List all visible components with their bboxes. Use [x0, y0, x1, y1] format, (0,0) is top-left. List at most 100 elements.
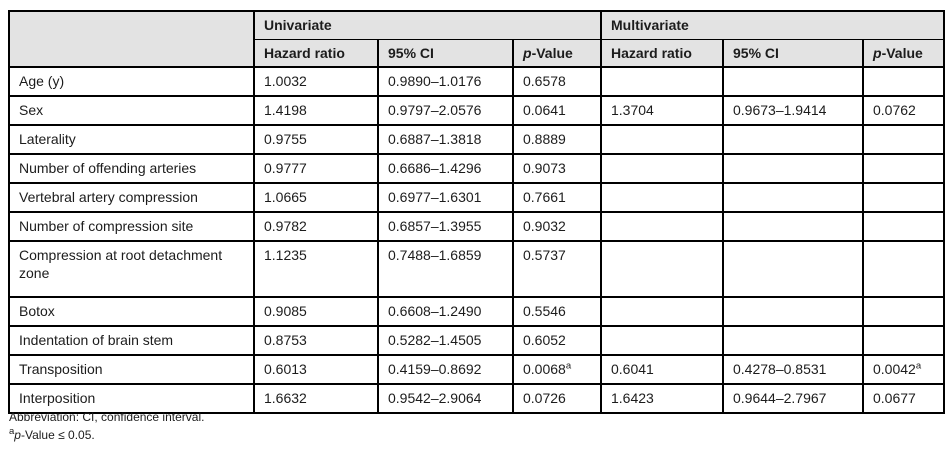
uni-hr-cell: 1.6632 — [253, 383, 379, 414]
table-row-transposition: Transposition 0.6013 0.4159–0.8692 0.006… — [8, 354, 946, 385]
uni-ci-cell: 0.6608–1.2490 — [377, 296, 514, 327]
multi-ci-cell — [722, 325, 864, 356]
group-header-multivariate: Multivariate — [599, 10, 946, 40]
p-value: 0.0762 — [873, 102, 916, 118]
multi-ci-cell — [722, 211, 864, 242]
p-value: 0.6052 — [523, 332, 566, 348]
uni-ci-cell: 0.6686–1.4296 — [377, 153, 514, 184]
uni-ci-cell: 0.9542–2.9064 — [377, 383, 514, 414]
table-footnotes: Abbreviation: CI, confidence interval. a… — [9, 408, 204, 444]
multi-hr-cell: 0.6041 — [600, 354, 724, 385]
p-value: 0.6578 — [523, 73, 566, 89]
uni-hr-cell: 1.0032 — [253, 66, 379, 97]
multi-ci-cell — [722, 153, 864, 184]
uni-ci-cell: 0.4159–0.8692 — [377, 354, 514, 385]
multi-hr-cell — [600, 182, 724, 213]
p-value: 0.9032 — [523, 218, 566, 234]
empty-corner-cell — [8, 10, 255, 68]
group-header-univariate: Univariate — [253, 10, 602, 40]
significance-superscript: a — [915, 360, 922, 372]
table-row-vertebral-artery: Vertebral artery compression 1.0665 0.69… — [8, 182, 946, 213]
col-header-multi-hazard-ratio: Hazard ratio — [600, 38, 724, 68]
multi-ci-cell — [722, 182, 864, 213]
p-italic: p — [873, 44, 882, 61]
col-header-multi-ci: 95% CI — [722, 38, 864, 68]
multi-p-cell: 0.0042a — [861, 354, 946, 385]
multi-hr-cell — [600, 296, 724, 327]
row-label: Vertebral artery compression — [8, 182, 255, 213]
uni-hr-cell: 0.8753 — [253, 325, 379, 356]
multi-p-cell — [861, 182, 946, 213]
significance-superscript: a — [9, 426, 15, 437]
row-label: Age (y) — [8, 66, 255, 97]
uni-hr-cell: 0.9777 — [253, 153, 379, 184]
p-value: 0.0068 — [523, 361, 566, 377]
multi-ci-cell — [722, 296, 864, 327]
uni-p-cell: 0.6578 — [512, 66, 602, 97]
multi-p-cell — [861, 153, 946, 184]
multi-ci-cell — [722, 240, 864, 298]
column-header-row: Hazard ratio 95% CI p-Value Hazard ratio… — [9, 38, 946, 68]
row-label: Transposition — [8, 354, 255, 385]
p-value: 0.7661 — [523, 189, 566, 205]
uni-ci-cell: 0.6977–1.6301 — [377, 182, 514, 213]
multi-hr-cell: 1.3704 — [600, 95, 724, 126]
uni-p-cell: 0.5546 — [512, 296, 602, 327]
table-row-laterality: Laterality 0.9755 0.6887–1.3818 0.8889 — [8, 124, 946, 155]
uni-p-cell: 0.9032 — [512, 211, 602, 242]
multi-hr-cell — [600, 325, 724, 356]
uni-p-cell: 0.0068a — [512, 354, 602, 385]
uni-p-cell: 0.0641 — [512, 95, 602, 126]
multi-p-cell: 0.0762 — [861, 95, 946, 126]
p-rest: -Value — [531, 44, 573, 61]
significance-superscript: a — [565, 360, 572, 372]
abbreviation-note: Abbreviation: CI, confidence interval. — [9, 410, 205, 424]
uni-ci-cell: 0.6857–1.3955 — [377, 211, 514, 242]
p-italic: p — [523, 44, 532, 61]
multi-hr-cell — [600, 66, 724, 97]
uni-p-cell: 0.5737 — [512, 240, 602, 298]
multi-p-cell — [861, 211, 946, 242]
row-label: Indentation of brain stem — [8, 325, 255, 356]
row-label: Sex — [8, 95, 255, 126]
uni-hr-cell: 0.9085 — [253, 296, 379, 327]
uni-ci-cell: 0.9797–2.0576 — [377, 95, 514, 126]
row-label: Laterality — [8, 124, 255, 155]
multi-p-cell — [861, 124, 946, 155]
multi-p-cell: 0.0677 — [861, 383, 946, 414]
multi-p-cell — [861, 296, 946, 327]
multi-ci-cell — [722, 124, 864, 155]
p-value: 0.0042 — [873, 361, 916, 377]
multi-hr-cell: 1.6423 — [600, 383, 724, 414]
p-value: 0.8889 — [523, 131, 566, 147]
multi-hr-cell — [600, 240, 724, 298]
uni-p-cell: 0.7661 — [512, 182, 602, 213]
row-label: Compression at root detachment zone — [8, 240, 255, 298]
uni-hr-cell: 1.4198 — [253, 95, 379, 126]
table-row-root-detachment: Compression at root detachment zone 1.12… — [8, 240, 946, 298]
p-value: 0.0641 — [523, 102, 566, 118]
multi-hr-cell — [600, 124, 724, 155]
row-label: Interposition — [8, 383, 255, 414]
uni-p-cell: 0.9073 — [512, 153, 602, 184]
uni-ci-cell: 0.5282–1.4505 — [377, 325, 514, 356]
col-header-uni-ci: 95% CI — [377, 38, 514, 68]
p-value: 0.5546 — [523, 303, 566, 319]
table-row-offending-arteries: Number of offending arteries 0.9777 0.66… — [8, 153, 946, 184]
group-header-row: Univariate Multivariate — [8, 10, 946, 68]
multi-ci-cell: 0.9673–1.9414 — [722, 95, 864, 126]
col-header-uni-hazard-ratio: Hazard ratio — [253, 38, 379, 68]
col-header-multi-p-value: p-Value — [861, 38, 946, 68]
multi-p-cell — [861, 325, 946, 356]
uni-hr-cell: 0.6013 — [253, 354, 379, 385]
table-row-sex: Sex 1.4198 0.9797–2.0576 0.0641 1.3704 0… — [8, 95, 946, 126]
multi-p-cell — [861, 240, 946, 298]
significance-note: ap-Value ≤ 0.05. — [9, 426, 204, 444]
multi-ci-cell — [722, 66, 864, 97]
multi-p-cell — [861, 66, 946, 97]
uni-hr-cell: 1.0665 — [253, 182, 379, 213]
uni-p-cell: 0.8889 — [512, 124, 602, 155]
p-rest: -Value — [881, 44, 923, 61]
table-row-brain-stem: Indentation of brain stem 0.8753 0.5282–… — [8, 325, 946, 356]
